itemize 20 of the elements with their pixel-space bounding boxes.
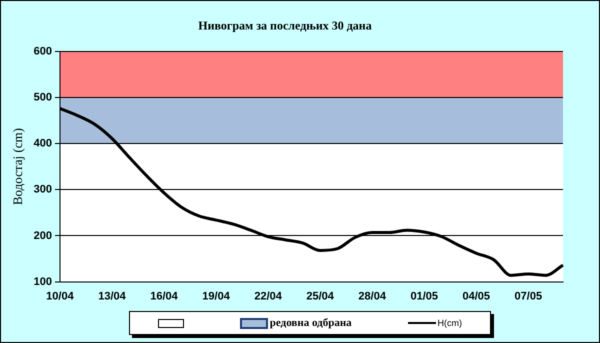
legend-label: H(cm) [438, 318, 462, 328]
x-tick-label: 13/04 [98, 290, 127, 302]
y-tick-label: 500 [34, 92, 52, 104]
y-tick-label: 100 [34, 276, 52, 288]
y-tick-label: 200 [34, 230, 52, 242]
x-tick-label: 28/04 [358, 290, 387, 302]
x-tick-label: 04/05 [462, 290, 490, 302]
y-tick-label: 600 [34, 45, 52, 58]
y-tick-label: 400 [34, 138, 52, 150]
x-tick-label: 07/05 [514, 290, 542, 302]
x-tick-label: 19/04 [202, 290, 231, 302]
chart-title: Нивограм за последњих 30 дана [198, 18, 372, 32]
x-tick-label: 22/04 [254, 290, 283, 302]
x-tick-label: 01/05 [410, 290, 438, 302]
y-axis-title: Водостај (cm) [10, 128, 26, 206]
x-tick-label: 16/04 [150, 290, 179, 302]
x-tick-label: 25/04 [306, 290, 335, 302]
x-tick-label: 10/04 [46, 290, 75, 302]
legend-label: редовна одбрана [270, 317, 352, 329]
y-tick-label: 300 [34, 184, 52, 196]
